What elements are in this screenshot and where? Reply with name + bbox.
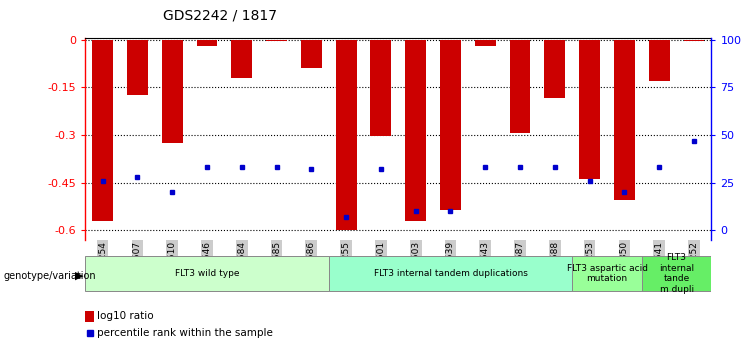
Bar	[475, 40, 496, 46]
Bar	[405, 40, 426, 221]
Bar	[579, 40, 600, 179]
Bar	[649, 40, 670, 81]
Bar	[127, 40, 147, 95]
Bar	[92, 40, 113, 221]
Bar	[642, 256, 711, 291]
Bar	[266, 40, 287, 41]
Bar	[440, 40, 461, 209]
Bar	[329, 256, 572, 291]
Text: FLT3 aspartic acid
mutation: FLT3 aspartic acid mutation	[567, 264, 648, 283]
Bar	[683, 40, 705, 41]
Bar	[572, 256, 642, 291]
Text: ▶: ▶	[76, 271, 84, 281]
Bar	[196, 40, 217, 46]
Text: FLT3 internal tandem duplications: FLT3 internal tandem duplications	[373, 269, 528, 278]
Bar	[85, 310, 94, 322]
Bar	[231, 40, 252, 78]
Text: GDS2242 / 1817: GDS2242 / 1817	[163, 9, 277, 23]
Text: log10 ratio: log10 ratio	[98, 311, 154, 321]
Bar	[336, 40, 356, 230]
Bar	[162, 40, 182, 143]
Bar	[510, 40, 531, 133]
Text: FLT3 wild type: FLT3 wild type	[175, 269, 239, 278]
Bar	[85, 256, 329, 291]
Bar	[614, 40, 635, 200]
Text: FLT3
internal
tande
m dupli: FLT3 internal tande m dupli	[659, 253, 694, 294]
Bar	[301, 40, 322, 68]
Bar	[370, 40, 391, 137]
Text: genotype/variation: genotype/variation	[4, 271, 96, 281]
Bar	[545, 40, 565, 98]
Text: percentile rank within the sample: percentile rank within the sample	[98, 328, 273, 338]
